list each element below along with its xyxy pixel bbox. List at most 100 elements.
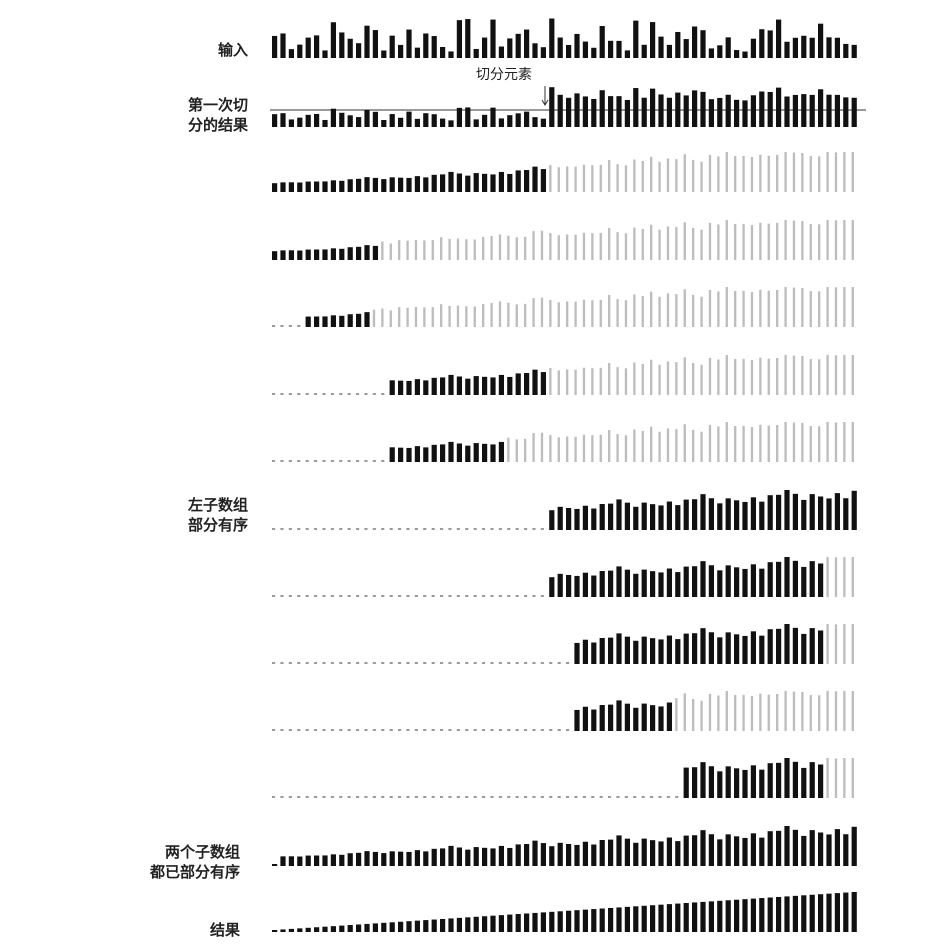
bar: [540, 297, 544, 327]
bar: [381, 595, 385, 597]
bar: [288, 662, 292, 664]
bar: [776, 628, 782, 664]
bar: [456, 107, 463, 127]
bar: [784, 152, 787, 192]
bar: [834, 287, 838, 327]
bar: [734, 768, 740, 798]
bar: [339, 729, 343, 731]
bar: [683, 499, 689, 530]
bar: [750, 765, 757, 798]
bar: [398, 177, 404, 192]
bar: [725, 355, 728, 395]
bar: [364, 729, 368, 731]
bar: [524, 373, 530, 395]
bar: [851, 44, 857, 58]
bar: [742, 568, 748, 597]
bar: [507, 595, 511, 597]
bar: [801, 566, 807, 597]
bar: [389, 528, 393, 530]
bar: [692, 835, 698, 866]
bar: [641, 796, 645, 798]
bar: [448, 595, 452, 597]
bar: [557, 37, 563, 58]
pivot-arrow: [541, 86, 549, 106]
bar: [288, 796, 292, 798]
bar: [423, 729, 427, 731]
bar: [708, 766, 715, 798]
bar: [700, 91, 706, 127]
bar: [423, 177, 429, 192]
bar: [524, 844, 530, 866]
bar: [490, 848, 496, 866]
bar: [767, 91, 773, 127]
bar: [540, 47, 547, 58]
bar: [692, 767, 698, 798]
bar: [818, 291, 821, 327]
bar: [851, 355, 854, 395]
bar: [566, 574, 572, 597]
bar: [633, 842, 639, 866]
bar: [456, 443, 463, 462]
bar: [700, 30, 706, 58]
bar: [431, 240, 434, 260]
bar: [608, 907, 614, 932]
bar: [423, 447, 429, 462]
bar: [650, 88, 656, 127]
bar: [834, 37, 841, 58]
bar: [851, 97, 857, 127]
bar: [851, 490, 857, 530]
bar: [414, 528, 418, 530]
bar: [650, 359, 653, 395]
bar: [524, 236, 527, 260]
bar: [322, 796, 326, 798]
bar: [742, 899, 748, 932]
bar: [440, 237, 443, 260]
bar: [557, 235, 560, 260]
bar: [532, 369, 538, 395]
bar: [818, 156, 821, 192]
bar: [582, 639, 589, 664]
bar: [725, 422, 728, 462]
bar: [398, 380, 404, 395]
bar: [482, 303, 485, 327]
bar: [818, 764, 824, 798]
bar: [633, 429, 636, 462]
bar: [608, 295, 611, 327]
bar: [356, 246, 362, 260]
bar: [826, 834, 832, 866]
bar: [372, 30, 379, 58]
bar: [759, 769, 765, 798]
bar: [423, 33, 429, 58]
bar: [440, 377, 446, 395]
bar: [305, 528, 309, 530]
bar: [776, 222, 779, 260]
bar: [658, 36, 664, 58]
bar: [818, 224, 821, 260]
bar: [314, 662, 318, 664]
bar: [322, 50, 328, 58]
bar: [658, 505, 664, 530]
bar: [406, 921, 412, 932]
bar: [507, 38, 513, 58]
bar: [448, 305, 451, 327]
bar: [851, 220, 854, 260]
bar: [700, 296, 703, 327]
bar: [473, 306, 476, 327]
bar: [524, 303, 527, 327]
bar: [473, 847, 479, 866]
bar: [406, 796, 410, 798]
bar: [750, 292, 754, 327]
bar: [801, 835, 807, 866]
bar: [490, 662, 494, 664]
bar: [767, 358, 770, 395]
bar: [414, 240, 418, 260]
bar: [465, 849, 471, 866]
bar: [650, 504, 656, 530]
bar: [431, 377, 437, 395]
bar: [557, 167, 560, 192]
bar: [540, 169, 547, 192]
bar: [398, 447, 404, 462]
bar: [666, 44, 673, 58]
bar: [398, 796, 402, 798]
bar: [339, 393, 343, 395]
